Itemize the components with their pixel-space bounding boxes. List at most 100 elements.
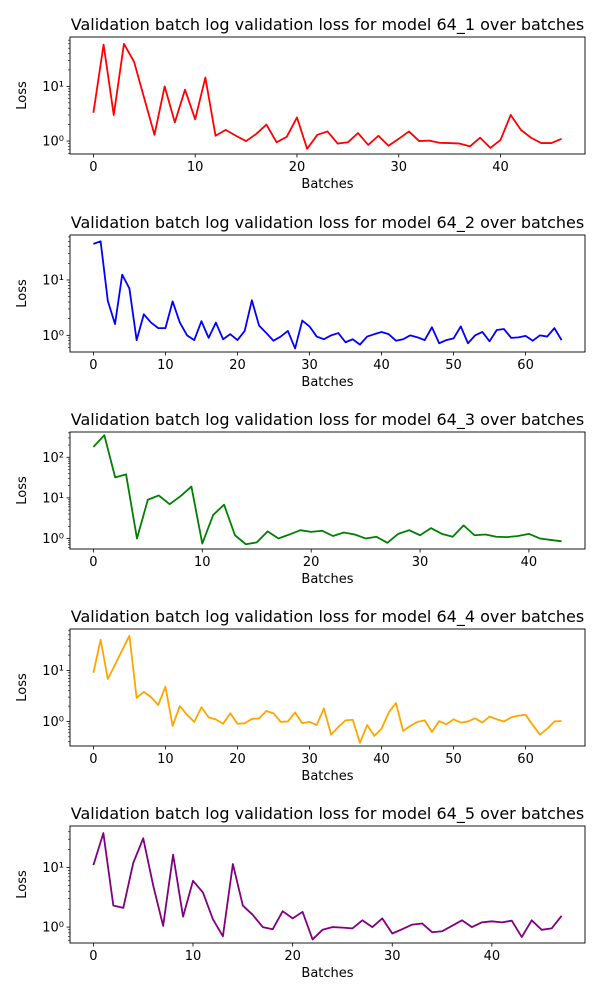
data-point bbox=[373, 734, 376, 737]
data-point bbox=[244, 543, 247, 546]
y-tick-label: 10⁰ bbox=[42, 329, 64, 344]
data-point bbox=[321, 928, 324, 931]
x-tick-label: 0 bbox=[89, 358, 97, 373]
data-point bbox=[530, 919, 533, 922]
data-point bbox=[445, 723, 448, 726]
data-point bbox=[391, 932, 394, 935]
data-point bbox=[344, 719, 347, 722]
data-point bbox=[265, 710, 268, 713]
data-point bbox=[438, 720, 441, 723]
data-point bbox=[429, 527, 432, 530]
chart-panel-5: Validation batch log validation loss for… bbox=[15, 804, 586, 981]
data-point bbox=[212, 513, 215, 516]
chart-panel-4: Validation batch log validation loss for… bbox=[15, 607, 586, 784]
data-point bbox=[142, 690, 145, 693]
y-axis-label: Loss bbox=[15, 673, 30, 702]
data-point bbox=[428, 139, 431, 142]
data-point bbox=[421, 922, 424, 925]
data-point bbox=[271, 928, 274, 931]
data-point bbox=[299, 529, 302, 532]
data-point bbox=[381, 917, 384, 920]
data-point bbox=[489, 146, 492, 149]
data-point bbox=[315, 335, 318, 338]
x-tick-label: 30 bbox=[390, 160, 407, 175]
data-point bbox=[222, 722, 225, 725]
data-point bbox=[416, 336, 419, 339]
series-line bbox=[92, 832, 563, 941]
data-point bbox=[416, 720, 419, 723]
plot-frame bbox=[69, 36, 586, 155]
plot-frame bbox=[69, 825, 586, 944]
data-point bbox=[495, 718, 498, 721]
data-point bbox=[326, 130, 329, 133]
data-point bbox=[459, 721, 462, 724]
data-point bbox=[364, 537, 367, 540]
x-tick-label: 10 bbox=[157, 358, 174, 373]
data-point bbox=[560, 137, 563, 140]
data-point bbox=[285, 135, 288, 138]
data-point bbox=[380, 727, 383, 730]
y-axis-label: Loss bbox=[15, 81, 30, 110]
data-point bbox=[294, 347, 297, 350]
chart-panel-1: Validation batch log validation loss for… bbox=[15, 15, 586, 192]
data-point bbox=[407, 130, 410, 133]
data-point bbox=[122, 42, 125, 45]
data-point bbox=[452, 718, 455, 721]
data-point bbox=[408, 529, 411, 532]
data-point bbox=[351, 718, 354, 721]
data-point bbox=[337, 725, 340, 728]
data-point bbox=[500, 921, 503, 924]
data-point bbox=[277, 537, 280, 540]
data-point bbox=[358, 343, 361, 346]
x-tick-label: 20 bbox=[289, 160, 306, 175]
x-axis-label: Batches bbox=[301, 769, 353, 784]
data-point bbox=[193, 720, 196, 723]
data-point bbox=[157, 494, 160, 497]
series-line bbox=[92, 42, 562, 150]
data-point bbox=[143, 97, 146, 100]
y-tick-label: 10² bbox=[42, 451, 64, 466]
data-point bbox=[233, 534, 236, 537]
data-point bbox=[351, 927, 354, 930]
data-point bbox=[499, 138, 502, 141]
data-point bbox=[517, 714, 520, 717]
data-point bbox=[524, 713, 527, 716]
data-point bbox=[236, 722, 239, 725]
data-point bbox=[152, 884, 155, 887]
data-point bbox=[462, 524, 465, 527]
data-point bbox=[150, 321, 153, 324]
x-tick-label: 20 bbox=[229, 752, 246, 767]
data-point bbox=[367, 143, 370, 146]
data-point bbox=[214, 134, 217, 137]
x-tick-label: 30 bbox=[384, 949, 401, 964]
data-point bbox=[301, 910, 304, 913]
data-point bbox=[330, 733, 333, 736]
x-tick-label: 10 bbox=[187, 160, 204, 175]
data-point bbox=[509, 113, 512, 116]
data-point bbox=[294, 711, 297, 714]
data-point bbox=[92, 864, 95, 867]
data-point bbox=[481, 721, 484, 724]
data-point bbox=[250, 299, 253, 302]
data-point bbox=[402, 338, 405, 341]
data-point bbox=[255, 541, 258, 544]
data-point bbox=[162, 924, 165, 927]
data-point bbox=[473, 534, 476, 537]
plot-frame bbox=[69, 234, 586, 353]
data-point bbox=[103, 434, 106, 437]
data-point bbox=[125, 473, 128, 476]
data-point bbox=[200, 706, 203, 709]
data-point bbox=[373, 333, 376, 336]
data-point bbox=[322, 338, 325, 341]
data-point bbox=[128, 634, 131, 637]
data-point bbox=[474, 717, 477, 720]
data-point bbox=[397, 137, 400, 140]
data-point bbox=[288, 533, 291, 536]
data-point bbox=[106, 677, 109, 680]
data-point bbox=[470, 926, 473, 929]
data-point bbox=[223, 503, 226, 506]
data-point bbox=[484, 533, 487, 536]
data-point bbox=[311, 938, 314, 941]
data-point bbox=[488, 715, 491, 718]
data-point bbox=[401, 928, 404, 931]
